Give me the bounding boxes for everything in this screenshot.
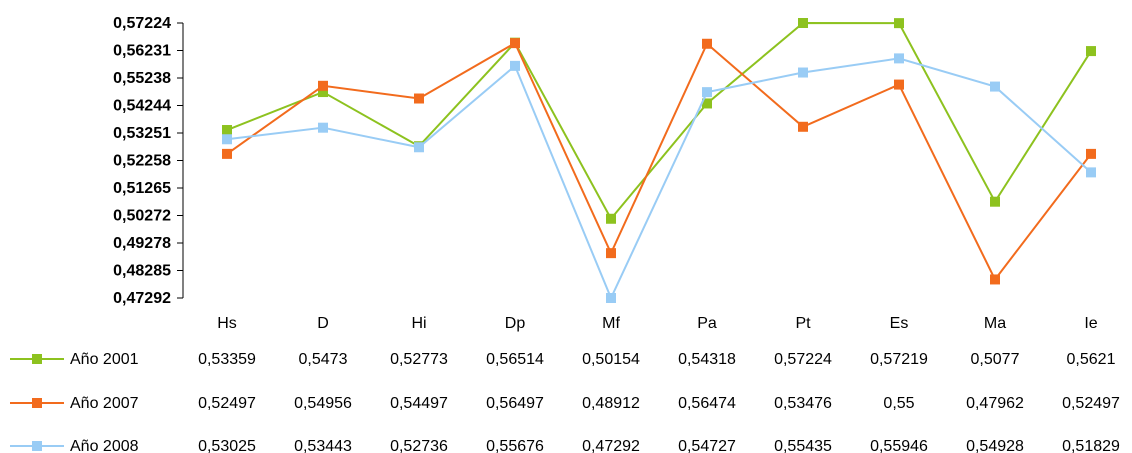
data-point (606, 248, 616, 259)
legend-label: Año 2001 (70, 351, 139, 368)
series-line (226, 41, 1092, 282)
data-point (222, 148, 232, 159)
data-point (318, 122, 328, 133)
data-point (222, 134, 232, 145)
data-point (510, 60, 520, 71)
table-cell: 0,57224 (774, 351, 832, 368)
data-point (798, 18, 808, 28)
data-point (894, 79, 904, 90)
data-point (894, 18, 904, 29)
table-cell: 0,56514 (486, 351, 544, 368)
y-tick-label: 0,48285 (113, 263, 171, 280)
table-cell: 0,53025 (198, 438, 256, 453)
data-point (222, 125, 232, 136)
y-tick-label: 0,51265 (113, 180, 171, 197)
legend-marker (32, 354, 42, 364)
series-line (226, 57, 1092, 301)
series-group (222, 18, 1096, 303)
x-tick-label: Pa (697, 315, 717, 332)
data-point (990, 274, 1000, 285)
x-tick-label: Hi (411, 315, 426, 332)
table-cell: 0,54497 (390, 395, 448, 412)
data-point (606, 213, 616, 224)
table-cell: 0,5473 (299, 351, 348, 368)
data-point (318, 87, 328, 98)
data-point (990, 81, 1000, 92)
y-tick-label: 0,49278 (113, 235, 171, 252)
table-cell: 0,51829 (1062, 438, 1120, 453)
table-cell: 0,52736 (390, 438, 448, 453)
x-tick-label: Pt (795, 315, 811, 332)
x-axis-ticks: Hs D Hi Dp Mf Pa Pt Es Ma Ie (217, 315, 1098, 332)
table-cell: 0,47292 (582, 438, 640, 453)
x-tick-label: Dp (505, 315, 526, 332)
x-tick-label: Ma (984, 315, 1006, 332)
y-tick-label: 0,52258 (113, 153, 171, 170)
table-cell: 0,54727 (678, 438, 736, 453)
table-cell: 0,53359 (198, 351, 256, 368)
table-cell: 0,52773 (390, 351, 448, 368)
table-cell: 0,5077 (971, 351, 1020, 368)
table-cell: 0,56474 (678, 395, 736, 412)
legend-marker (32, 441, 42, 451)
table-cell: 0,54956 (294, 395, 352, 412)
table-cell: 0,54928 (966, 438, 1024, 453)
data-point (894, 53, 904, 64)
table-cell: 0,53443 (294, 438, 352, 453)
legend-label: Año 2008 (70, 438, 139, 453)
data-point (702, 98, 712, 109)
table-cell: 0,55 (883, 395, 914, 412)
legend-label: Año 2007 (70, 395, 139, 412)
table-cell: 0,50154 (582, 351, 640, 368)
x-tick-label: Mf (602, 315, 620, 332)
data-point (990, 196, 1000, 207)
data-point (1086, 148, 1096, 159)
data-point (798, 121, 808, 132)
legend-marker (32, 398, 42, 408)
data-point (702, 87, 712, 98)
y-tick-label: 0,47292 (113, 290, 171, 307)
x-tick-label: Es (890, 315, 909, 332)
table-cell: 0,55435 (774, 438, 832, 453)
data-point (798, 67, 808, 78)
data-point (318, 80, 328, 91)
data-point (606, 293, 616, 303)
y-tick-label: 0,54244 (113, 98, 171, 115)
table-cell: 0,56497 (486, 395, 544, 412)
table-cell: 0,47962 (966, 395, 1024, 412)
table-cell: 0,57219 (870, 351, 928, 368)
y-tick-label: 0,55238 (113, 70, 171, 87)
table-cell: 0,55946 (870, 438, 928, 453)
series-3 (222, 53, 1096, 303)
y-tick-label: 0,53251 (113, 125, 171, 142)
y-tick-label: 0,57224 (113, 15, 171, 32)
table-cell: 0,5621 (1067, 351, 1116, 368)
series-line (226, 21, 1092, 221)
table-cell: 0,54318 (678, 351, 736, 368)
y-tick-label: 0,50272 (113, 208, 171, 225)
x-tick-label: D (317, 315, 329, 332)
y-tick-label: 0,56231 (113, 43, 171, 60)
table-cell: 0,48912 (582, 395, 640, 412)
data-point (702, 38, 712, 49)
x-tick-label: Hs (217, 315, 237, 332)
data-point (510, 38, 520, 49)
x-tick-label: Ie (1084, 315, 1097, 332)
series-2 (222, 38, 1096, 285)
table-cell: 0,55676 (486, 438, 544, 453)
data-point (414, 93, 424, 104)
y-axis: 0,57224 0,56231 0,55238 0,54244 0,53251 0,522… (113, 15, 184, 307)
table-cell: 0,52497 (1062, 395, 1120, 412)
table-row: Año 2001 0,53359 0,5473 0,52773 0,56514 0,501… (10, 351, 1116, 368)
table-row: Año 2008 0,53025 0,53443 0,52736 0,55676 0,47… (10, 438, 1120, 453)
table-row: Año 2007 0,52497 0,54956 0,54497 0,56497 0,48… (10, 395, 1120, 412)
data-point (414, 142, 424, 153)
table-cell: 0,52497 (198, 395, 256, 412)
data-table: Año 2001 0,53359 0,5473 0,52773 0,56514 0,501… (10, 351, 1120, 453)
data-point (1086, 167, 1096, 178)
table-cell: 0,53476 (774, 395, 832, 412)
data-point (1086, 46, 1096, 57)
